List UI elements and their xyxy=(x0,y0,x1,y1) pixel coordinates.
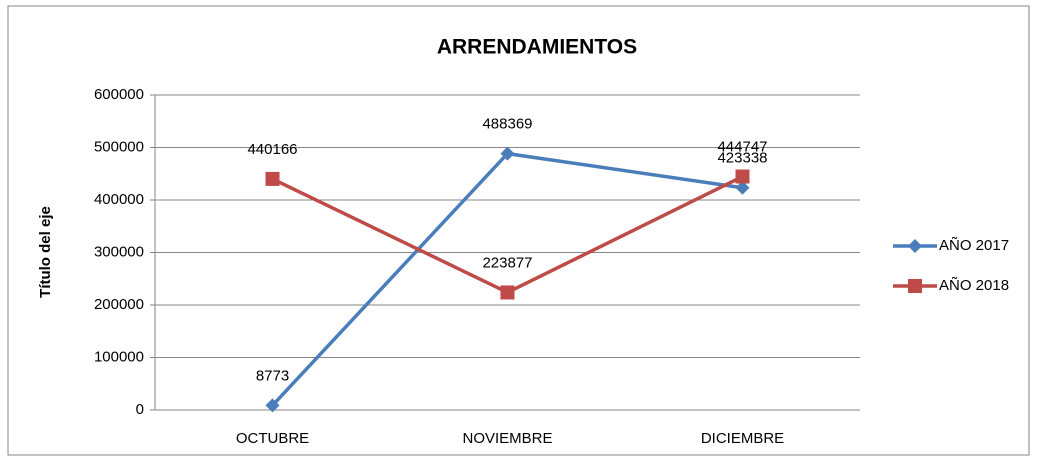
data-label: 423338 xyxy=(717,150,767,167)
data-label: 223877 xyxy=(482,254,532,271)
x-tick-label: NOVIEMBRE xyxy=(462,430,552,447)
y-tick-label: 500000 xyxy=(94,138,144,155)
data-label: 488369 xyxy=(482,116,532,133)
y-tick-label: 0 xyxy=(136,401,144,418)
point xyxy=(265,171,280,186)
point xyxy=(500,146,515,161)
y-tick-label: 600000 xyxy=(94,86,144,103)
legend-marker xyxy=(908,239,922,253)
data-label: 8773 xyxy=(256,367,289,384)
legend-marker xyxy=(908,279,922,293)
legend-label: AÑO 2018 xyxy=(939,277,1009,294)
chart-title: ARRENDAMIENTOS xyxy=(437,36,637,59)
point xyxy=(735,180,750,195)
y-axis-title: Título del eje xyxy=(37,206,54,298)
point xyxy=(265,398,280,413)
x-tick-label: DICIEMBRE xyxy=(701,430,784,447)
y-tick-label: 200000 xyxy=(94,296,144,313)
data-label: 444747 xyxy=(717,138,767,155)
point xyxy=(735,169,750,184)
legend-label: AÑO 2017 xyxy=(939,237,1009,254)
point xyxy=(500,285,515,300)
y-tick-label: 300000 xyxy=(94,243,144,260)
data-label: 440166 xyxy=(247,141,297,158)
chart-border xyxy=(7,5,1030,456)
y-tick-label: 100000 xyxy=(94,348,144,365)
y-tick-label: 400000 xyxy=(94,191,144,208)
x-tick-label: OCTUBRE xyxy=(236,430,309,447)
